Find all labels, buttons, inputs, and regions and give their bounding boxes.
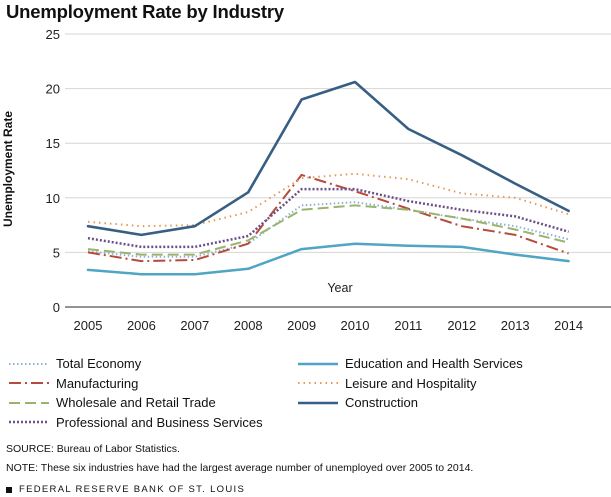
- footer-text: FEDERAL RESERVE BANK OF ST. LOUIS: [19, 484, 246, 495]
- x-tick-labels: 2005 2006 2007 2008 2009 2010 2011 2012 2013 2014: [74, 318, 584, 330]
- legend-swatch: [298, 401, 338, 405]
- y-tick-label: 10: [46, 191, 60, 206]
- y-tick-label: 20: [46, 82, 60, 97]
- series-line-total-economy: [87, 201, 569, 258]
- legend-swatch: [9, 362, 49, 365]
- legend-swatch: [298, 362, 338, 365]
- legend-column-right: Education and Health Services Leisure and…: [297, 354, 523, 413]
- y-tick-label: 5: [53, 245, 60, 260]
- x-tick-label: 2012: [447, 318, 476, 330]
- legend-item: Leisure and Hospitality: [297, 374, 523, 394]
- series-line-education-and-health-services: [86, 242, 570, 276]
- footer-square-icon: [6, 486, 12, 493]
- x-tick-label: 2010: [341, 318, 370, 330]
- legend-swatch: [9, 401, 49, 404]
- legend-column-left: Total Economy Manufacturing Wholesale and …: [8, 354, 263, 432]
- gridlines: [65, 33, 611, 308]
- x-tick-label: 2005: [74, 318, 103, 330]
- x-tick-label: 2009: [287, 318, 316, 330]
- legend-item: Professional and Business Services: [8, 413, 263, 433]
- legend-label: Construction: [345, 395, 418, 411]
- legend-swatch: [9, 421, 49, 424]
- source-note: SOURCE: Bureau of Labor Statistics.: [6, 443, 180, 455]
- x-tick-label: 2011: [394, 318, 422, 330]
- series-line-manufacturing: [87, 173, 569, 263]
- legend-item: Wholesale and Retail Trade: [8, 393, 263, 413]
- series-line-leisure-and-hospitality: [87, 172, 569, 228]
- legend-swatch: [298, 382, 338, 385]
- legend-label: Wholesale and Retail Trade: [56, 395, 216, 411]
- legend-label: Education and Health Services: [345, 356, 523, 372]
- legend-item: Total Economy: [8, 354, 263, 374]
- y-tick-labels: 0 5 10 15 20 25: [46, 27, 60, 315]
- x-axis-title: Year: [327, 281, 352, 295]
- x-tick-label: 2006: [127, 318, 156, 330]
- legend-label: Professional and Business Services: [56, 414, 263, 430]
- footnote: NOTE: These six industries have had the …: [6, 462, 474, 474]
- chart-title: Unemployment Rate by Industry: [6, 1, 284, 22]
- legend-label: Leisure and Hospitality: [345, 375, 477, 391]
- y-tick-label: 0: [53, 300, 60, 315]
- x-tick-label: 2013: [501, 318, 530, 330]
- series-line-professional-and-business-services: [87, 187, 569, 249]
- legend-item: Construction: [297, 393, 523, 413]
- series-line-wholesale-and-retail-trade: [87, 204, 569, 256]
- y-tick-label: 15: [46, 136, 60, 151]
- legend-item: Manufacturing: [8, 374, 263, 394]
- legend-swatch: [9, 382, 49, 385]
- series-lines: [86, 80, 570, 276]
- x-tick-label: 2014: [554, 318, 583, 330]
- y-axis-title: Unemployment Rate: [1, 111, 15, 227]
- y-tick-label: 25: [46, 27, 60, 42]
- legend-item: Education and Health Services: [297, 354, 523, 374]
- x-tick-label: 2008: [234, 318, 263, 330]
- legend-label: Manufacturing: [56, 375, 139, 391]
- footer: FEDERAL RESERVE BANK OF ST. LOUIS: [6, 484, 245, 495]
- x-tick-label: 2007: [180, 318, 209, 330]
- series-line-construction: [86, 80, 570, 237]
- legend-label: Total Economy: [56, 356, 142, 372]
